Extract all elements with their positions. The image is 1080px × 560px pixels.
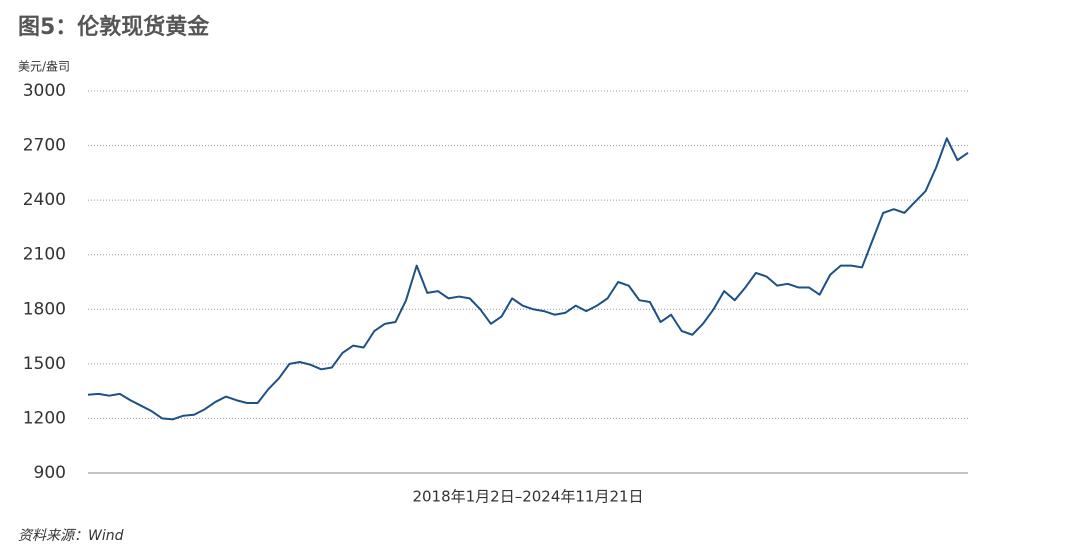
y-tick-label: 2100 [23,245,66,265]
y-tick-label: 1200 [23,408,66,428]
y-tick-label: 1800 [23,299,66,319]
y-tick-label: 2700 [23,136,66,156]
x-axis-label: 2018年1月2日–2024年11月21日 [412,488,643,506]
source: 资料来源：Wind [18,528,124,544]
y-tick-label: 900 [34,463,66,483]
chart-title: 图5：伦敦现货黄金 [18,14,210,40]
line-series [87,137,969,421]
y-tick-label: 3000 [23,81,66,101]
y-tick-label: 1500 [23,354,66,374]
y-axis-label: 美元/盎司 [18,60,70,74]
y-tick-label: 2400 [23,190,66,210]
